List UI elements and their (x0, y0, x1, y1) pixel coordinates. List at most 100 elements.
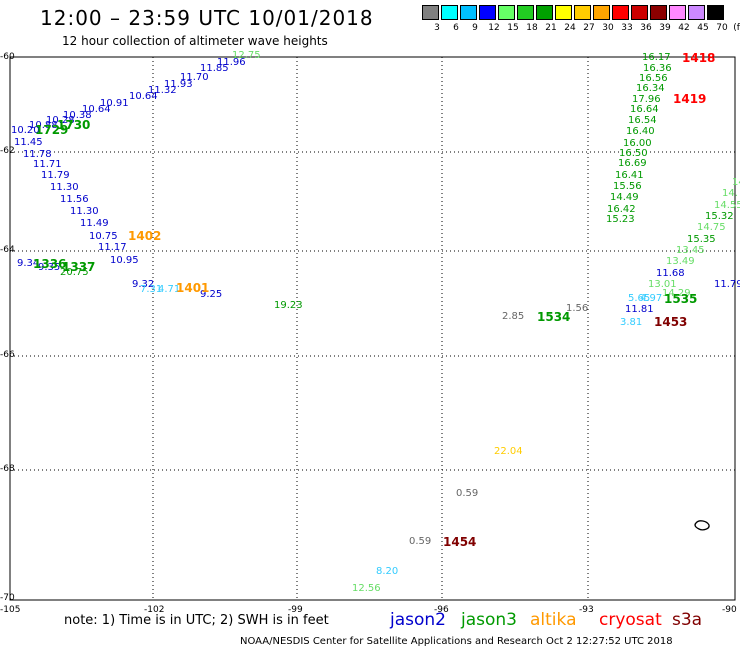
wave-height-value: 4.97 (640, 293, 663, 304)
wave-height-value: 7.31 (140, 284, 163, 295)
latitude-label: -66 (0, 350, 15, 360)
color-tick: 70 (716, 23, 728, 33)
wave-height-value: 16.42 (607, 204, 636, 215)
wave-height-value: 11.79 (41, 170, 70, 181)
color-swatch (460, 5, 477, 20)
longitude-label: -105 (0, 605, 21, 615)
wave-height-value: 10.64 (82, 104, 111, 115)
wave-height-value: 16.17 (642, 52, 671, 63)
wave-height-value: 10.64 (129, 91, 158, 102)
legend-altika: altika (530, 610, 577, 630)
map-frame (9, 56, 736, 601)
latitude-label: -60 (0, 52, 15, 62)
wave-height-value: 15.56 (613, 181, 642, 192)
color-swatch (688, 5, 705, 20)
island-outline (694, 520, 710, 531)
color-swatch (669, 5, 686, 20)
wave-height-value: 9.25 (200, 289, 223, 300)
wave-height-value: 14.49 (610, 192, 639, 203)
wave-height-value: 16.34 (636, 83, 665, 94)
color-tick: 24 (564, 23, 576, 33)
wave-height-value: 11.79 (714, 279, 740, 290)
wave-height-value: 17.96 (632, 94, 661, 105)
wave-height-value: 16.41 (615, 170, 644, 181)
pass-time-label: 1402 (128, 229, 162, 243)
color-tick: 36 (640, 23, 652, 33)
pass-time-label: 1729 (35, 123, 69, 137)
longitude-label: -99 (288, 605, 303, 615)
wave-height-value: 14.75 (697, 222, 726, 233)
wave-height-value: 12.75 (232, 50, 261, 61)
wave-height-value: 10.38 (63, 110, 92, 121)
pass-time-label: 1337 (62, 260, 96, 274)
legend-s3a: s3a (672, 610, 703, 630)
wave-height-value: 10.91 (100, 98, 129, 109)
wave-height-value: 11.96 (217, 57, 246, 68)
wave-height-value: 10.28 (46, 115, 75, 126)
longitude-label: -93 (579, 605, 594, 615)
latitude-label: -68 (0, 464, 15, 474)
longitude-label: -90 (722, 605, 737, 615)
color-swatch (498, 5, 515, 20)
latitude-label: -62 (0, 146, 15, 156)
pass-time-label: 1535 (664, 292, 698, 306)
wave-height-value: 10.88 (29, 120, 58, 131)
pass-time-label: 1401 (176, 281, 210, 295)
wave-height-value: 13.01 (648, 279, 677, 290)
wave-height-value: 16.50 (619, 148, 648, 159)
wave-height-value: 11.32 (148, 85, 177, 96)
pass-time-label: 1336 (33, 257, 67, 271)
color-tick: 9 (472, 23, 478, 33)
wave-height-value: 11.70 (180, 72, 209, 83)
longitude-label: -102 (144, 605, 165, 615)
legend-jason3: jason3 (461, 610, 517, 630)
color-tick: 18 (526, 23, 538, 33)
wave-height-value: 13.49 (666, 256, 695, 267)
color-swatch (650, 5, 667, 20)
color-tick: 33 (621, 23, 633, 33)
color-tick: 15 (507, 23, 519, 33)
color-swatch (631, 5, 648, 20)
legend-jason2: jason2 (390, 610, 446, 630)
color-tick: 39 (659, 23, 671, 33)
wave-height-value: 20.75 (60, 267, 89, 278)
credit-line: NOAA/NESDIS Center for Satellite Applica… (240, 636, 673, 647)
legend-cryosat: cryosat (599, 610, 662, 630)
color-tick: 42 (678, 23, 690, 33)
wave-height-value: 0.59 (409, 536, 432, 547)
color-swatch (479, 5, 496, 20)
pass-time-label: 1730 (57, 118, 91, 132)
longitude-label: -96 (434, 605, 449, 615)
color-swatch (555, 5, 572, 20)
wave-height-value: 14.29 (662, 288, 691, 299)
wave-height-value: 15.32 (705, 211, 734, 222)
wave-height-value: 2.85 (502, 311, 525, 322)
wave-height-value: 16.64 (630, 104, 659, 115)
color-tick: 45 (697, 23, 709, 33)
wave-height-value: 11.78 (23, 149, 52, 160)
wave-height-value: 10.95 (110, 255, 139, 266)
wave-height-value: 14. (722, 188, 738, 199)
wave-height-value: 11.68 (656, 268, 685, 279)
page-subtitle: 12 hour collection of altimeter wave hei… (62, 34, 328, 48)
wave-height-value: 0.59 (456, 488, 479, 499)
wave-height-value: 14. (732, 177, 740, 188)
color-swatch (536, 5, 553, 20)
color-tick: 3 (434, 23, 440, 33)
color-tick: 6 (453, 23, 459, 33)
wave-height-value: 11.85 (200, 63, 229, 74)
wave-height-value: 10.75 (89, 231, 118, 242)
color-tick: 12 (488, 23, 500, 33)
wave-height-value: 16.54 (628, 115, 657, 126)
wave-height-value: 11.45 (14, 137, 43, 148)
wave-height-value: 16.69 (618, 158, 647, 169)
wave-height-value: 9.35 (38, 262, 61, 273)
wave-height-value: 11.81 (625, 304, 654, 315)
wave-height-value: 13.45 (676, 245, 705, 256)
wave-height-value: 16.00 (623, 138, 652, 149)
gridlines (10, 57, 735, 600)
latitude-label: -70 (0, 593, 15, 603)
wave-height-value: 11.56 (60, 194, 89, 205)
wave-height-value: 22.04 (494, 446, 523, 457)
color-swatch (612, 5, 629, 20)
